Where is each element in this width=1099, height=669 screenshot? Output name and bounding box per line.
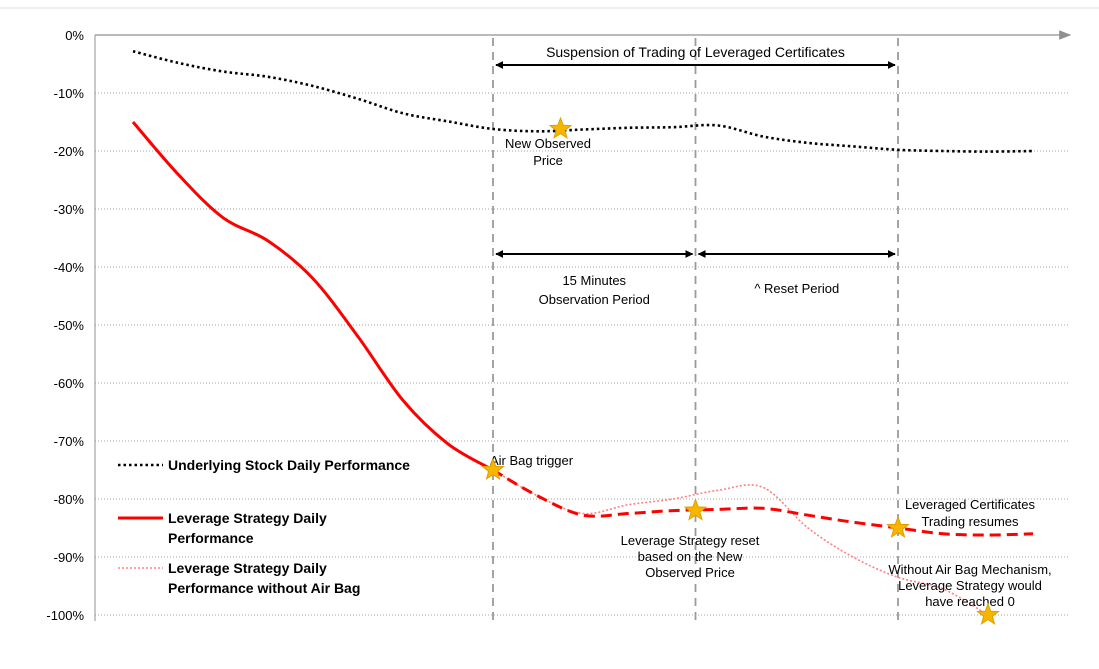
new-observed-price-label: New Observed: [505, 136, 591, 151]
y-tick-label: -50%: [54, 318, 85, 333]
reset-note-label: based on the New: [638, 549, 743, 564]
legend-label: Underlying Stock Daily Performance: [168, 457, 410, 473]
legend-label: Leverage Strategy Daily: [168, 510, 327, 526]
y-tick-label: -30%: [54, 202, 85, 217]
reset-note-label: Observed Price: [645, 565, 735, 580]
trading-resumes-label: Leveraged Certificates: [905, 497, 1036, 512]
y-tick-label: -20%: [54, 144, 85, 159]
y-tick-label: -40%: [54, 260, 85, 275]
star-marker: [976, 602, 1000, 626]
star-marker: [886, 515, 910, 539]
observation-label: 15 Minutes: [562, 273, 626, 288]
star-marker: [683, 498, 708, 521]
observation-label: Observation Period: [539, 292, 650, 307]
series-line-without-airbag: [492, 469, 989, 616]
series-line-underlying: [132, 49, 1034, 153]
legend-label: Performance: [168, 530, 254, 546]
series-line-leverage-dashed: [492, 468, 1034, 537]
without-airbag-label: have reached 0: [925, 594, 1015, 609]
y-tick-label: 0%: [65, 28, 84, 43]
legend-label: Leverage Strategy Daily: [168, 560, 327, 576]
without-airbag-label: Without Air Bag Mechanism,: [888, 562, 1051, 577]
legend-label: Performance without Air Bag: [168, 580, 360, 596]
series-line-leverage-solid: [131, 121, 494, 472]
new-observed-price-label: Price: [533, 153, 563, 168]
reset-note-label: Leverage Strategy reset: [621, 533, 760, 548]
y-tick-label: -90%: [54, 550, 85, 565]
star-marker: [481, 457, 505, 481]
y-tick-label: -100%: [46, 608, 84, 623]
y-tick-label: -70%: [54, 434, 85, 449]
trading-resumes-label: Trading resumes: [921, 514, 1019, 529]
reset-period-label: ^ Reset Period: [754, 281, 839, 296]
without-airbag-label: Leverage Strategy would: [898, 578, 1042, 593]
star-marker: [548, 116, 573, 140]
y-tick-label: -60%: [54, 376, 85, 391]
air-bag-trigger-label: Air Bag trigger: [490, 453, 574, 468]
y-tick-label: -10%: [54, 86, 85, 101]
y-tick-label: -80%: [54, 492, 85, 507]
suspension-label: Suspension of Trading of Leveraged Certi…: [546, 44, 845, 60]
